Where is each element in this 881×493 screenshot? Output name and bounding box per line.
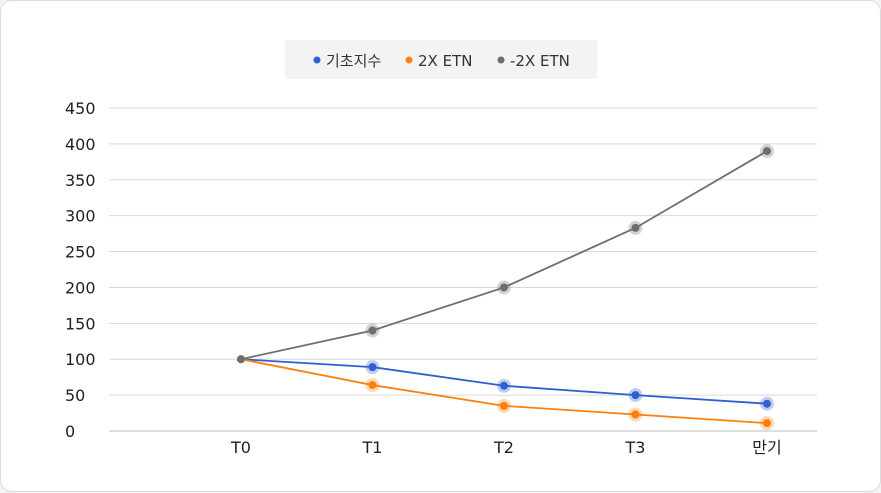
data-point: [500, 381, 508, 390]
x-tick-label: T0: [230, 438, 251, 457]
legend-label: 2X ETN: [418, 52, 472, 70]
legend-background: [285, 40, 597, 79]
data-point: [763, 147, 771, 156]
data-point: [500, 401, 508, 410]
data-point: [631, 391, 640, 400]
data-point: [368, 381, 377, 390]
y-tick-label: 100: [65, 350, 96, 369]
y-tick-label: 450: [65, 99, 96, 118]
y-tick-label: 50: [65, 386, 85, 405]
data-point: [368, 326, 377, 335]
legend-marker: [313, 56, 321, 64]
y-tick-label: 400: [65, 135, 96, 154]
x-tick-label: T3: [625, 438, 646, 457]
series-line: [240, 150, 768, 361]
data-point: [237, 355, 245, 364]
data-point: [763, 419, 771, 428]
data-point: [631, 410, 640, 419]
legend-marker: [497, 56, 505, 64]
y-tick-label: 300: [65, 207, 96, 226]
y-tick-label: 150: [65, 314, 96, 333]
data-point: [763, 399, 771, 408]
data-point: [368, 363, 377, 372]
y-tick-label: 200: [65, 278, 96, 297]
legend-label: 기초지수: [326, 52, 381, 70]
x-tick-label: 만기: [752, 438, 781, 457]
legend-marker: [405, 56, 413, 64]
y-tick-label: 250: [65, 243, 96, 262]
y-tick-label: 0: [65, 422, 75, 441]
legend-label: -2X ETN: [510, 52, 570, 70]
data-point: [631, 223, 640, 232]
data-point: [500, 283, 508, 292]
y-tick-label: 350: [65, 171, 96, 190]
x-tick-label: T1: [362, 438, 383, 457]
x-tick-label: T2: [493, 438, 514, 457]
